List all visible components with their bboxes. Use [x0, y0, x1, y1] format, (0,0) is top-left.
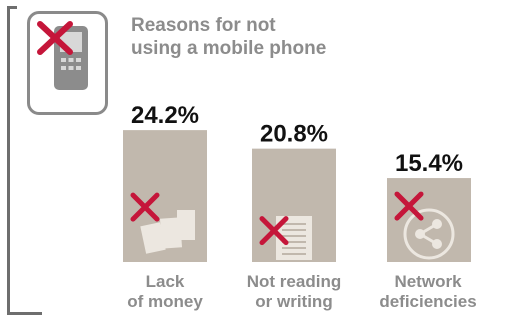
chart-title-line-1: Reasons for not	[131, 15, 276, 36]
cross-icon-2	[259, 216, 289, 246]
cross-icon-1	[130, 192, 160, 222]
cross-icon-3	[394, 191, 424, 221]
category-label-1-line-2: of money	[127, 292, 203, 311]
bar-3	[387, 178, 471, 262]
chart-title-line-2: using a mobile phone	[131, 38, 327, 59]
money-bills-icon	[140, 210, 195, 254]
frame-line-bottom	[7, 312, 42, 315]
frame-line-vertical	[7, 6, 10, 315]
category-label-3-line-2: deficiencies	[379, 292, 476, 311]
value-label-1: 24.2%	[131, 102, 199, 129]
category-label-3-line-1: Network	[394, 272, 462, 291]
category-label-1-line-1: Lack	[146, 272, 185, 291]
chart-title: Reasons for not using a mobile phone	[131, 14, 431, 60]
category-label-2-line-1: Not reading	[247, 272, 341, 291]
frame-line-top	[7, 6, 17, 9]
category-label-2-line-2: or writing	[255, 292, 332, 311]
value-label-3: 15.4%	[395, 150, 463, 177]
crossed-phone-icon	[27, 11, 108, 115]
value-label-2: 20.8%	[260, 121, 328, 148]
share-network-icon	[403, 208, 455, 260]
